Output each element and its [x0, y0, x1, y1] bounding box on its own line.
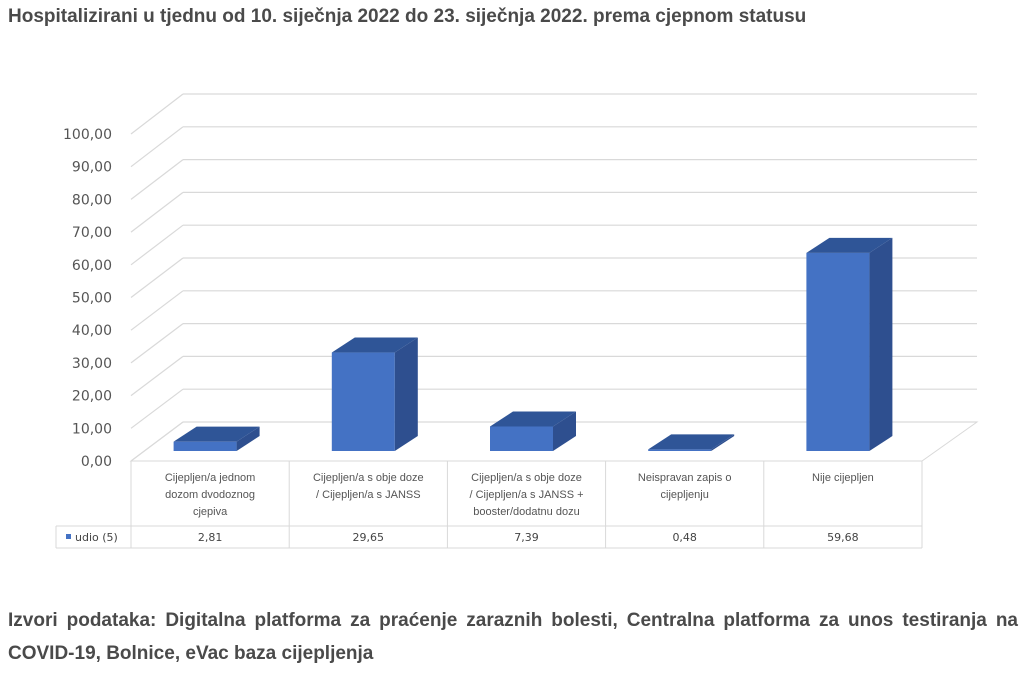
gridline-side — [130, 355, 184, 397]
legend-label: udio (5) — [75, 531, 118, 544]
category-label: Cijepljen/a s obje doze / Cijepljen/a s J… — [313, 472, 424, 501]
gridline-side — [130, 290, 184, 331]
gridline-side — [130, 159, 184, 200]
bar-chart-3d: 0,00 10,00 20,00 30,00 40,00 50,00 60,00 70,00 8… — [55, 93, 979, 549]
bar-front — [490, 426, 553, 451]
y-tick-label: 0,00 — [81, 454, 112, 470]
gridline-side — [130, 323, 184, 364]
bar-side — [553, 411, 576, 451]
y-tick-label: 60,00 — [72, 258, 112, 274]
gridline-side — [130, 421, 184, 462]
y-tick-label: 30,00 — [72, 356, 112, 372]
bar-top — [806, 237, 893, 253]
category-label: Neispravan zapis o cijepljenju — [638, 472, 732, 501]
data-value-label: 7,39 — [514, 531, 539, 544]
gridline-side — [130, 224, 184, 266]
data-value-label: 59,68 — [827, 531, 859, 544]
y-tick-label: 90,00 — [72, 160, 112, 176]
bar-front — [806, 252, 870, 451]
y-tick-label: 20,00 — [72, 389, 112, 405]
data-value-label: 29,65 — [353, 531, 385, 544]
gridline-side — [130, 93, 184, 135]
y-tick-label: 50,00 — [72, 291, 112, 307]
source-note: Izvori podataka: Digitalna platforma za … — [8, 610, 1018, 664]
gridline-side — [130, 257, 184, 298]
data-value-label: 2,81 — [198, 531, 223, 544]
bar-side — [711, 434, 735, 451]
category-label: Cijepljen/a s obje doze / Cijepljen/a s J… — [469, 472, 583, 518]
y-tick-label: 70,00 — [72, 225, 112, 241]
data-value-label: 0,48 — [672, 531, 697, 544]
bar-front — [648, 449, 712, 451]
bar-side — [394, 337, 418, 451]
bar-side — [869, 237, 893, 451]
legend-swatch — [66, 534, 71, 539]
bar-side — [236, 426, 260, 451]
y-tick-label: 40,00 — [72, 323, 112, 339]
bar-top — [331, 337, 418, 353]
gridline-side — [130, 388, 184, 429]
bar-front — [331, 352, 395, 451]
gridline-side — [130, 191, 184, 233]
bar-front — [173, 441, 237, 451]
bar-top — [490, 411, 576, 427]
category-label: Cijepljen/a jednom dozom dvodoznog cjepiva — [165, 472, 256, 518]
y-tick-label: 80,00 — [72, 192, 112, 208]
gridline-side — [130, 126, 184, 168]
y-tick-label: 10,00 — [72, 421, 112, 437]
chart-title: Hospitalizirani u tjednu od 10. siječnja… — [8, 6, 807, 27]
category-label: Nije cijepljen — [812, 472, 874, 484]
y-tick-label: 100,00 — [63, 127, 112, 143]
bar-top — [648, 434, 735, 450]
bar-top — [173, 426, 260, 442]
